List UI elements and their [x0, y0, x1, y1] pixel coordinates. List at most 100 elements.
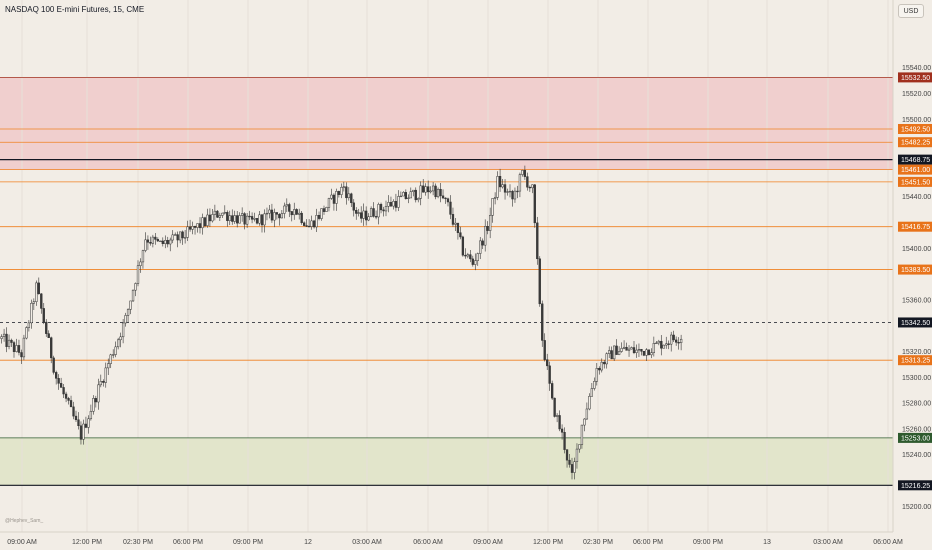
candle-body [141, 250, 145, 263]
candle-body [551, 383, 554, 399]
candle-body [650, 352, 653, 356]
candle-body [22, 337, 26, 358]
candle-body [620, 348, 623, 352]
x-tick-label: 12 [304, 539, 312, 546]
candle-body [526, 176, 529, 188]
candle-body [516, 190, 519, 193]
candle-body [538, 258, 541, 305]
candle-body [2, 333, 6, 337]
candle-body [315, 215, 318, 228]
candle-body [486, 226, 489, 231]
candle-body [464, 254, 467, 257]
price-badge [898, 221, 932, 232]
y-tick-label: 15300.00 [902, 375, 931, 382]
candle-body [541, 303, 544, 341]
candle-body [590, 388, 593, 397]
candle-body [57, 378, 60, 384]
price-badge [898, 176, 932, 187]
candle-body [660, 340, 663, 349]
candle-body [429, 190, 432, 193]
candle-body [5, 333, 8, 347]
candle-body [278, 214, 281, 219]
candle-body [451, 214, 455, 225]
candle-body [248, 215, 251, 218]
candle-body [104, 367, 107, 383]
candle-body [30, 302, 33, 324]
price-badge [898, 264, 932, 275]
candle-body [37, 282, 40, 295]
candle-body [270, 209, 274, 221]
price-badge [898, 137, 932, 148]
candle-body [136, 265, 140, 284]
candle-body [484, 226, 487, 246]
candle-body [211, 214, 214, 222]
candle-body [528, 186, 531, 189]
candle-body [250, 216, 254, 220]
candle-body [665, 343, 668, 346]
candle-body [206, 214, 209, 226]
candle-body [347, 193, 350, 199]
candle-body [677, 342, 680, 344]
candle-body [422, 185, 425, 193]
candle-body [387, 202, 390, 207]
price-badge [898, 480, 932, 491]
candle-body [183, 237, 187, 239]
candle-body [144, 239, 147, 251]
candle-body [565, 449, 569, 461]
y-tick-label: 15500.00 [902, 117, 931, 124]
candle-body [345, 186, 348, 199]
x-tick-label: 09:00 AM [7, 539, 37, 546]
candle-body [290, 211, 293, 216]
candle-body [166, 240, 169, 245]
candle-body [126, 309, 130, 316]
candle-body [191, 226, 194, 230]
candle-body [632, 347, 636, 353]
candle-body [501, 184, 504, 188]
candle-body [382, 209, 385, 212]
x-tick-label: 03:00 AM [352, 539, 382, 546]
candle-body [360, 212, 363, 219]
candle-body [340, 187, 343, 195]
candle-body [243, 213, 246, 225]
candle-body [503, 184, 507, 193]
candle-body [392, 201, 395, 207]
candle-body [394, 201, 398, 208]
currency-button[interactable]: USD [898, 4, 924, 18]
price-badge [898, 355, 932, 366]
watermark: @Hephev_Sam_ [5, 518, 44, 524]
candle-body [384, 206, 388, 212]
candle-body [310, 220, 313, 227]
candle-body [374, 216, 378, 218]
demand-zone [0, 437, 893, 486]
candle-body [327, 198, 331, 208]
candle-body [461, 236, 465, 256]
candle-body [156, 239, 159, 242]
candle-body [139, 261, 142, 266]
candle-body [260, 214, 264, 226]
candle-body [598, 367, 601, 371]
candle-body [570, 464, 574, 473]
candle-body [573, 461, 576, 473]
candle-body [449, 201, 452, 215]
candle-body [588, 396, 591, 410]
candle-body [188, 226, 192, 230]
candle-body [198, 223, 202, 229]
candle-body [615, 345, 618, 355]
price-badge-label: 15253.00 [901, 435, 930, 442]
candle-body [52, 357, 55, 373]
candle-body [662, 344, 665, 349]
candle-body [295, 209, 298, 215]
candle-body [603, 361, 606, 365]
candle-body [419, 185, 422, 199]
candle-body [161, 240, 164, 244]
candle-body [518, 174, 522, 192]
candle-body [404, 192, 407, 199]
candle-body [67, 398, 70, 401]
candle-body [208, 214, 212, 222]
candle-body [263, 213, 266, 226]
candle-body [531, 184, 534, 189]
candle-body [280, 213, 283, 219]
candle-body [288, 204, 291, 212]
candle-body [583, 418, 586, 426]
